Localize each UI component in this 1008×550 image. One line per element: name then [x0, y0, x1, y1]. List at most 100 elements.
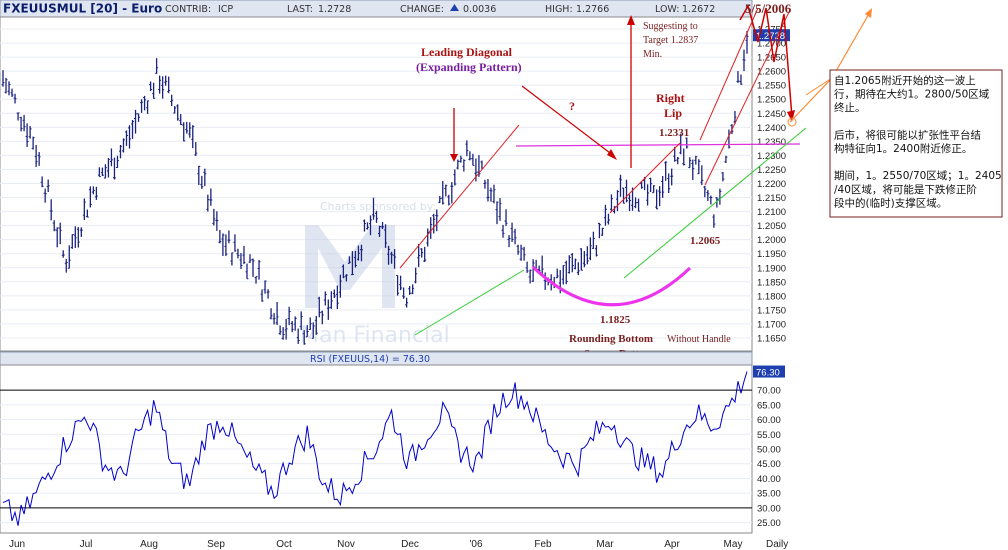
price-bar	[269, 308, 273, 320]
price-bar	[724, 155, 728, 164]
header-high-value: 1.2766	[576, 4, 609, 15]
right-lip-text-1: Right	[656, 91, 685, 105]
orange-forecast-arrow-icon	[865, 8, 872, 18]
price-bar	[266, 289, 270, 299]
price-bar	[396, 274, 400, 296]
price-bar	[170, 94, 174, 106]
price-bar	[573, 258, 577, 270]
price-bar	[248, 254, 252, 263]
price-bar	[245, 263, 249, 280]
resistance-line-1	[399, 124, 520, 269]
price-bar	[474, 158, 478, 182]
header-symbol: FXEUUSMUL [20] - Euro	[3, 2, 162, 16]
price-bar	[344, 274, 348, 282]
target-text-1: Suggesting to	[643, 21, 698, 32]
price-bar	[106, 158, 110, 178]
expanding-pattern-text: (Expanding Pattern)	[416, 60, 522, 74]
price-bar	[58, 222, 62, 245]
price-bar	[341, 264, 345, 279]
price-tick-label: 1.1700	[757, 319, 786, 330]
red-wave-arrow-head	[787, 110, 795, 122]
price-bar	[543, 272, 547, 290]
rsi-title: RSI (FXEUUS,14) = 76.30	[310, 354, 430, 365]
price-bar	[97, 167, 101, 178]
price-bar	[381, 222, 385, 230]
price-bar	[576, 262, 580, 276]
price-bar	[709, 195, 713, 205]
price-bar	[510, 222, 514, 243]
price-bar	[423, 246, 427, 263]
price-bar	[215, 211, 219, 231]
rsi-current-marker	[753, 365, 785, 378]
side-note: 自1.2065附近开始的这一波上行，期待在大约1。2800/50区域终止。后市，…	[834, 74, 1002, 209]
resistance-line-2	[609, 142, 681, 214]
price-bar	[176, 104, 180, 121]
price-tick-label: 1.2000	[757, 235, 786, 246]
price-bar	[492, 184, 496, 204]
price-bar	[658, 186, 662, 207]
price-bar	[567, 255, 571, 274]
price-bar	[378, 225, 382, 237]
neckline	[515, 143, 801, 147]
price-bar	[646, 184, 650, 206]
price-bar	[34, 144, 38, 167]
price-bar	[115, 155, 119, 169]
man-financial-logo-icon	[305, 225, 395, 308]
header-contrib-value: ICP	[218, 4, 233, 15]
price-tick-label: 1.1750	[757, 305, 786, 316]
price-bar	[507, 235, 511, 248]
price-bar	[489, 187, 493, 202]
rounding-bottom-text: Rounding Bottom	[569, 333, 653, 345]
price-bar	[43, 188, 47, 203]
price-bar	[278, 325, 282, 335]
price-bar	[287, 306, 291, 326]
target-arrow-head	[627, 15, 635, 25]
rsi-tick-label: 25.00	[757, 518, 781, 529]
price-bar	[670, 168, 674, 186]
price-bar	[31, 136, 35, 150]
price-bar	[609, 194, 613, 212]
price-bar	[290, 320, 294, 333]
price-bar	[384, 224, 388, 248]
price-tick-label: 1.1900	[757, 263, 786, 274]
price-bar	[49, 199, 53, 221]
price-bar	[64, 258, 68, 273]
price-bar	[155, 58, 159, 74]
header-contrib-label: CONTRIB:	[165, 4, 211, 15]
x-tick-label: Nov	[337, 539, 355, 550]
rsi-tick-label: 55.00	[757, 430, 781, 441]
price-bar	[281, 327, 285, 340]
price-bar	[468, 151, 472, 161]
price-bar	[495, 201, 499, 225]
price-tick-label: 1.1950	[757, 249, 786, 260]
price-bar	[618, 174, 622, 197]
pattern-overlays	[399, 4, 872, 336]
rsi-tick-label: 35.00	[757, 489, 781, 500]
price-bar	[146, 100, 150, 114]
price-bar	[112, 157, 116, 180]
price-bar	[606, 213, 610, 225]
price-bar	[525, 261, 529, 273]
price-bar	[109, 148, 113, 167]
price-bar	[375, 210, 379, 223]
rsi-current-marker-label: 76.30	[756, 368, 780, 379]
price-bar	[585, 246, 589, 265]
side-note-line: 期间，1。2550/70区域；1。2405	[834, 169, 1002, 182]
price-bar	[188, 122, 192, 138]
price-bar	[55, 227, 59, 248]
rsi-tick-label: 65.00	[757, 400, 781, 411]
diagonal-arrow-head	[607, 149, 617, 160]
price-bar	[353, 250, 357, 268]
price-bar	[733, 111, 737, 124]
price-bar	[625, 179, 629, 203]
price-bar	[417, 244, 421, 268]
price-bar	[634, 197, 638, 209]
price-bar	[242, 245, 246, 265]
price-bar	[121, 138, 125, 153]
price-bar	[522, 246, 526, 261]
price-bar	[688, 157, 692, 169]
rsi-tick-label: 70.00	[757, 386, 781, 397]
price-bar	[167, 76, 171, 94]
price-bar	[579, 248, 583, 271]
level-12331-label: 1.2331	[659, 127, 689, 139]
